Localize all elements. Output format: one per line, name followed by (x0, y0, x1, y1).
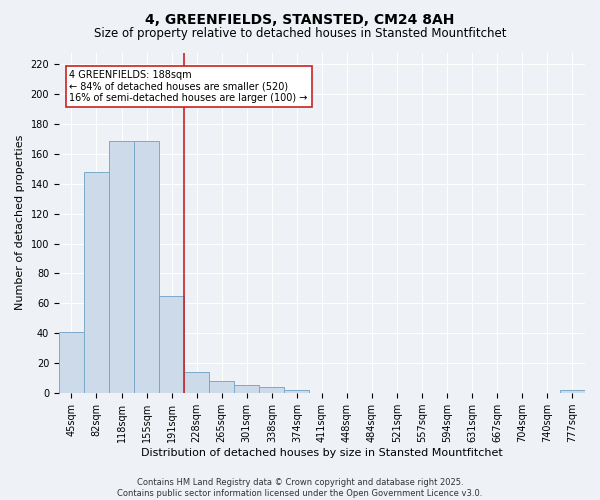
Text: Size of property relative to detached houses in Stansted Mountfitchet: Size of property relative to detached ho… (94, 28, 506, 40)
Bar (109, 140, 134, 392)
Bar (84, 172, 109, 392)
Bar (234, 386, 259, 392)
Y-axis label: Number of detached properties: Number of detached properties (15, 135, 25, 310)
Bar (59, 332, 84, 392)
Text: Contains HM Land Registry data © Crown copyright and database right 2025.
Contai: Contains HM Land Registry data © Crown c… (118, 478, 482, 498)
Text: 4, GREENFIELDS, STANSTED, CM24 8AH: 4, GREENFIELDS, STANSTED, CM24 8AH (145, 12, 455, 26)
Bar (134, 140, 159, 392)
Bar (259, 387, 284, 392)
Bar (184, 372, 209, 392)
Bar (209, 381, 234, 392)
Bar (159, 296, 184, 392)
Text: 4 GREENFIELDS: 188sqm
← 84% of detached houses are smaller (520)
16% of semi-det: 4 GREENFIELDS: 188sqm ← 84% of detached … (70, 70, 308, 102)
Bar (560, 390, 585, 392)
X-axis label: Distribution of detached houses by size in Stansted Mountfitchet: Distribution of detached houses by size … (141, 448, 503, 458)
Bar (284, 390, 310, 392)
